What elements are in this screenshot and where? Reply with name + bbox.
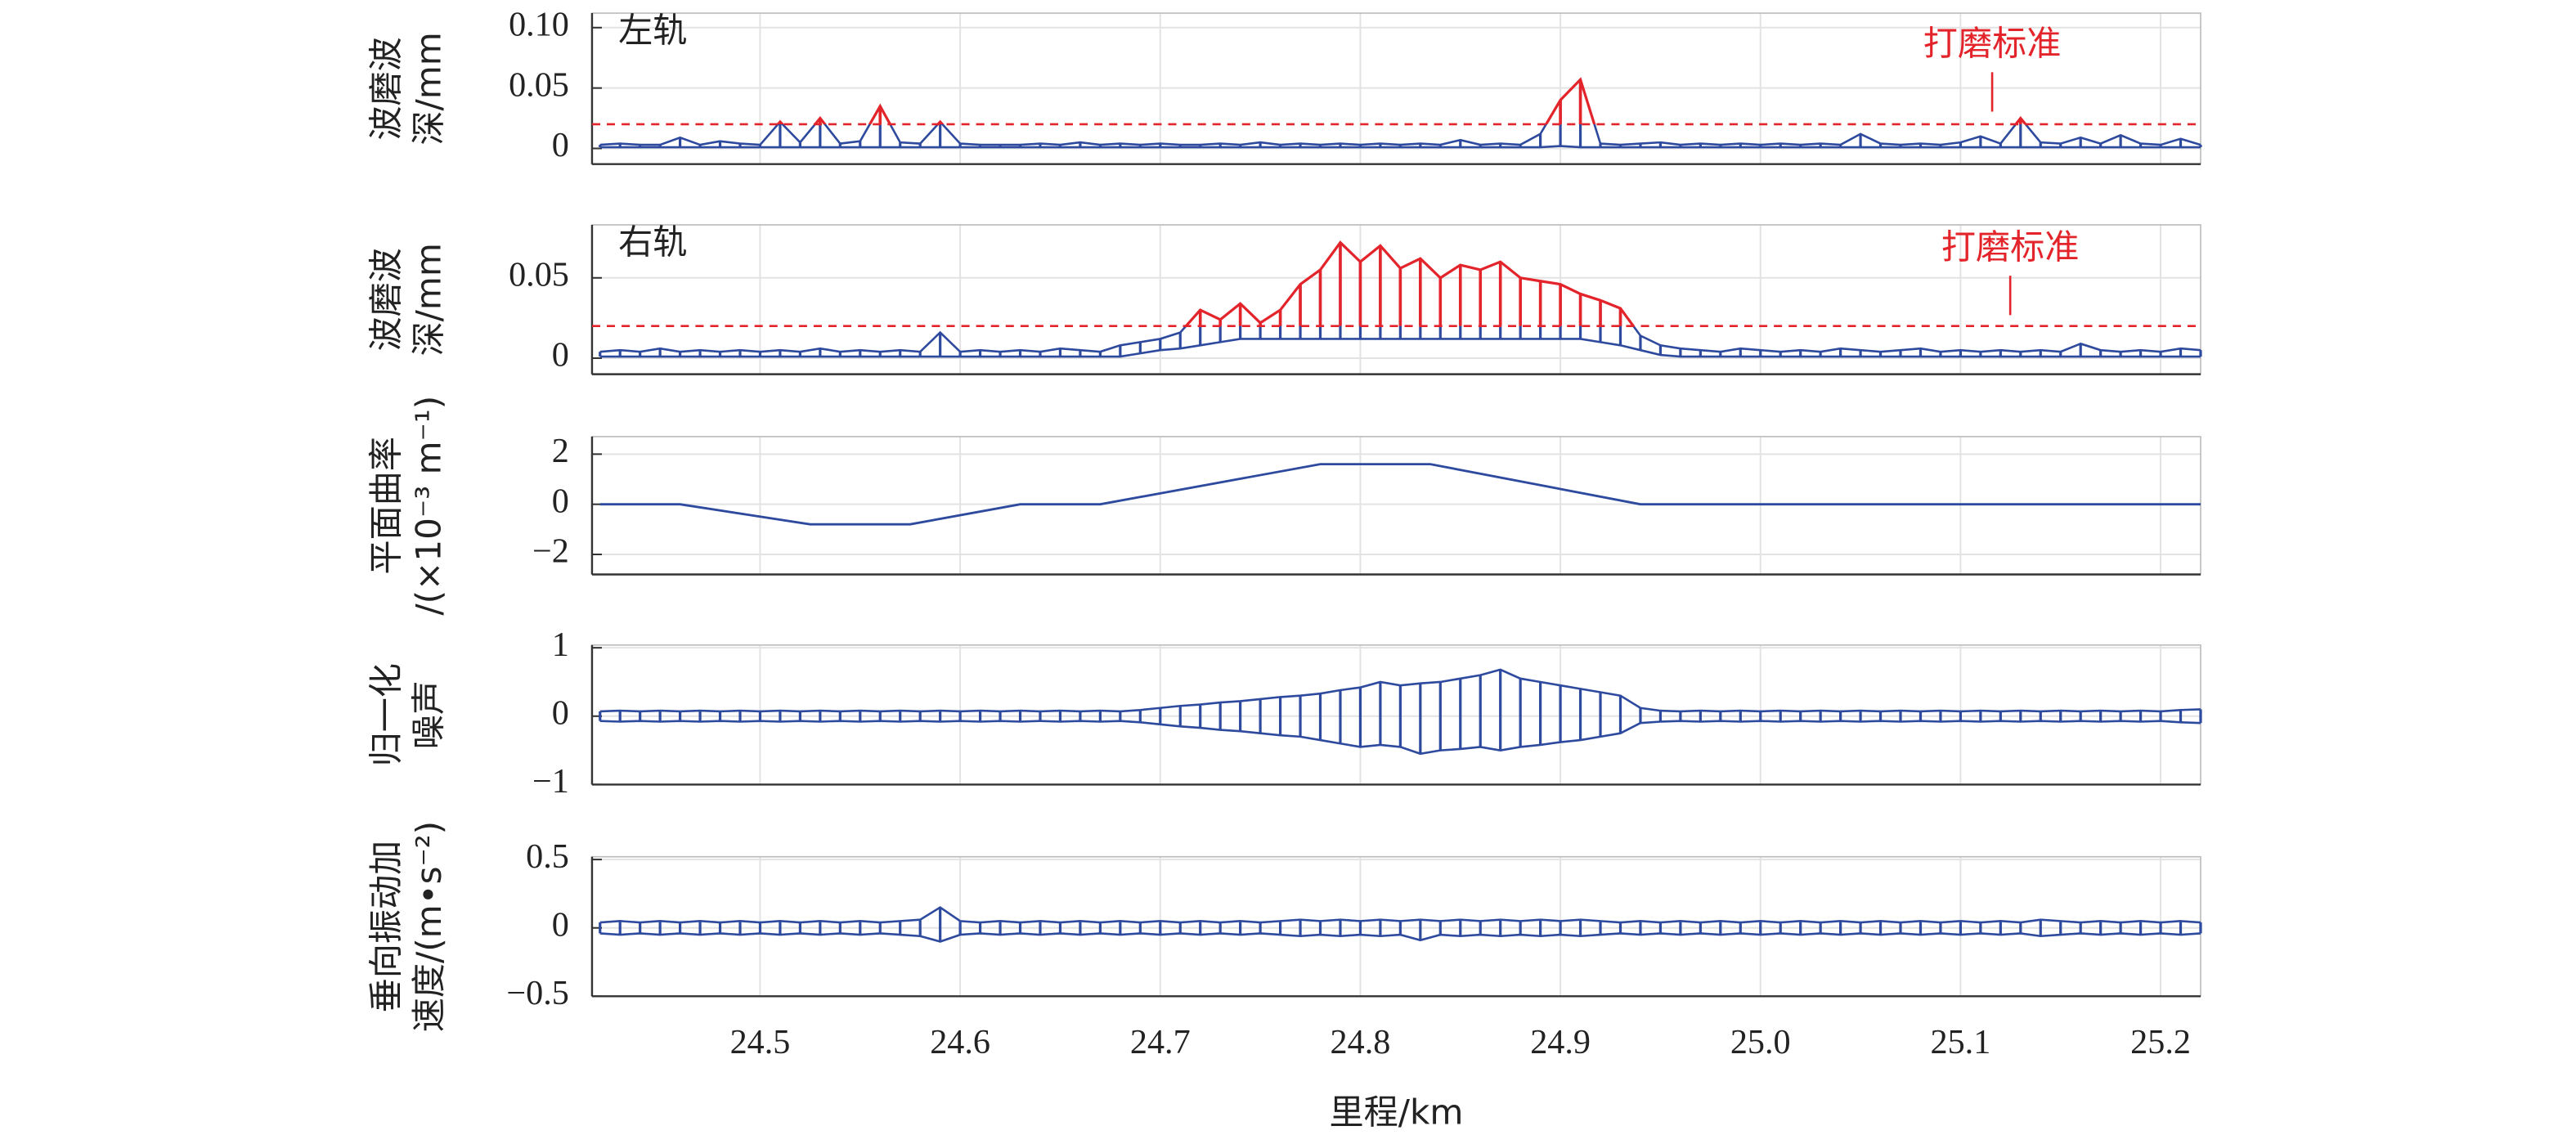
- y-axis-label: 垂向振动加: [366, 841, 406, 1013]
- y-tick-label: 1: [552, 626, 569, 664]
- y-tick-label: 0.10: [509, 5, 569, 43]
- y-tick-label: 2: [552, 432, 569, 470]
- y-tick-label: −1: [532, 762, 569, 801]
- panel-label: 左轨: [618, 11, 687, 51]
- y-axis-label: 波磨波: [366, 248, 406, 351]
- y-axis-label: 平面曲率: [366, 437, 406, 575]
- y-tick-label: −2: [532, 532, 569, 571]
- annotation: 打磨标准: [1923, 24, 2062, 64]
- curve-line: [599, 463, 2201, 526]
- x-tick-label: 25.1: [1931, 1023, 1991, 1061]
- y-axis-label: 归一化: [366, 663, 406, 766]
- signal-envelope: [599, 906, 2201, 924]
- x-axis-label: 里程/km: [1330, 1092, 1464, 1132]
- x-tick-label: 25.2: [2130, 1023, 2191, 1061]
- x-tick-label: 24.6: [930, 1023, 990, 1061]
- y-tick-label: 0: [552, 126, 569, 164]
- y-axis-label: /(×10⁻³ m⁻¹): [409, 396, 449, 616]
- signal-envelope: [599, 668, 2201, 713]
- x-tick-label: 24.7: [1130, 1023, 1191, 1061]
- exceed-envelope: [1184, 240, 1636, 326]
- signal-envelope: [599, 720, 2201, 756]
- x-tick-label: 25.0: [1730, 1023, 1791, 1061]
- y-tick-label: 0: [552, 905, 569, 944]
- panel-label: 右轨: [618, 222, 687, 262]
- x-tick-label: 24.8: [1331, 1023, 1391, 1061]
- y-tick-label: 0.05: [509, 255, 569, 294]
- y-tick-label: 0: [552, 693, 569, 732]
- signal-envelope: [599, 145, 2201, 149]
- signal-envelope: [599, 932, 2201, 943]
- signal-envelope: [599, 77, 2201, 146]
- y-tick-label: 0.05: [509, 65, 569, 104]
- y-axis-label: 深/mm: [409, 32, 449, 145]
- y-tick-label: 0: [552, 482, 569, 520]
- y-axis-label: 深/mm: [409, 243, 449, 356]
- y-axis-label: 速度/(m•s⁻²): [409, 821, 449, 1032]
- signal-envelope: [599, 338, 2201, 358]
- y-axis-label: 噪声: [409, 680, 449, 749]
- x-tick-label: 24.5: [730, 1023, 791, 1061]
- x-tick-label: 24.9: [1530, 1023, 1591, 1061]
- annotation: 打磨标准: [1941, 227, 2080, 267]
- y-tick-label: 0: [552, 336, 569, 375]
- y-axis-label: 波磨波: [366, 37, 406, 140]
- y-tick-label: −0.5: [506, 974, 568, 1012]
- y-tick-label: 0.5: [526, 837, 569, 876]
